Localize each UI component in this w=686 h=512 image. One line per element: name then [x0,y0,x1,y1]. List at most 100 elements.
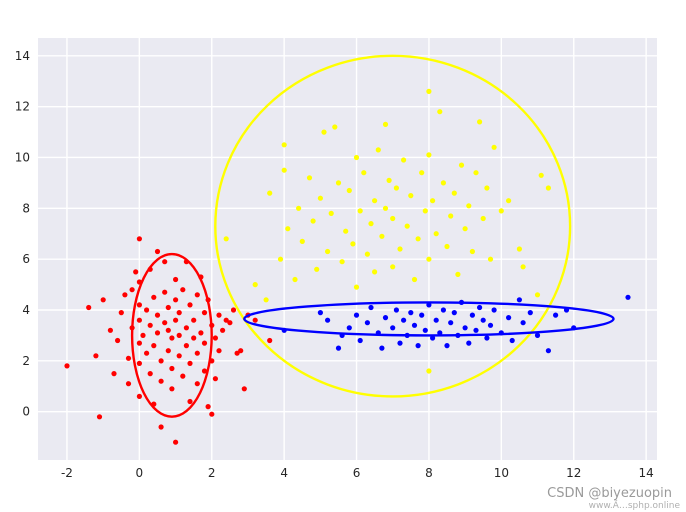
data-point [136,236,142,242]
data-point [154,248,161,255]
y-tick-label: 4 [22,303,30,317]
y-tick-label: 12 [15,100,30,114]
data-point [534,292,541,298]
data-point [451,190,457,196]
data-point [147,371,153,377]
data-point [484,185,490,191]
data-point [372,269,378,275]
data-point [201,368,208,374]
data-point [516,297,523,303]
data-point [187,360,193,366]
data-point [136,360,142,366]
data-point [191,317,197,323]
data-point [487,322,494,328]
data-point [477,304,483,311]
data-point [386,177,392,183]
data-point [448,320,454,326]
data-point [361,170,367,176]
data-point [534,332,541,338]
data-point [187,398,193,405]
data-point [437,109,443,115]
data-point [180,373,186,379]
data-point [296,205,302,211]
data-point [419,312,425,318]
data-point [162,289,168,295]
data-point [118,310,124,316]
data-point [393,185,399,191]
data-point [372,198,378,204]
data-point [545,348,552,354]
data-point [498,208,504,214]
data-point [176,353,182,359]
data-point [173,317,179,323]
data-point [422,327,428,333]
data-point [444,243,450,250]
data-point [125,381,132,387]
data-point [64,363,70,369]
data-point [183,325,189,331]
data-point [209,411,215,417]
data-point [187,302,193,308]
data-point [491,307,497,313]
data-point [125,355,132,361]
data-point [96,414,103,420]
data-point [230,307,237,313]
data-point [527,310,533,316]
data-point [353,154,360,161]
data-point [169,365,175,372]
data-point [180,287,186,293]
data-point [122,292,128,298]
data-point [477,119,483,125]
data-point [440,180,446,186]
data-point [408,193,414,199]
data-point [205,404,211,410]
data-point [506,315,512,321]
data-point [357,208,363,214]
data-point [444,343,450,349]
data-point [173,297,179,303]
data-point [401,157,407,163]
data-point [328,210,334,216]
data-point [350,241,356,247]
data-point [136,393,142,399]
data-point [241,386,247,392]
data-point [191,335,197,341]
data-point [538,172,544,178]
data-point [201,310,208,316]
data-point [368,221,374,227]
data-point [491,144,497,150]
data-point [144,307,150,313]
data-point [390,325,396,331]
data-point [487,256,494,262]
data-point [220,327,226,333]
data-point [162,259,168,265]
x-tick-labels: -2 0 2 4 6 8 10 12 14 [61,466,654,480]
data-point [426,88,432,94]
data-point [310,218,316,224]
y-tick-label: 8 [22,201,30,215]
data-point [173,439,179,445]
cluster-ellipse [243,301,615,337]
data-point [144,350,150,356]
data-point [520,264,526,270]
data-point [165,348,171,354]
data-point [194,381,200,387]
data-point [397,246,403,252]
data-point [545,185,552,191]
data-point [335,180,342,186]
data-point [162,320,168,326]
data-point [212,376,218,382]
data-point [415,343,421,349]
x-tick-label: 4 [280,466,288,480]
data-point [466,203,472,209]
data-point [506,198,512,204]
data-point [433,317,439,323]
data-point [422,208,428,214]
grid-lines [38,38,657,460]
data-point [151,343,157,349]
data-point [201,340,208,346]
y-tick-label: 2 [22,354,30,368]
data-point [154,330,161,336]
data-point [430,335,436,341]
